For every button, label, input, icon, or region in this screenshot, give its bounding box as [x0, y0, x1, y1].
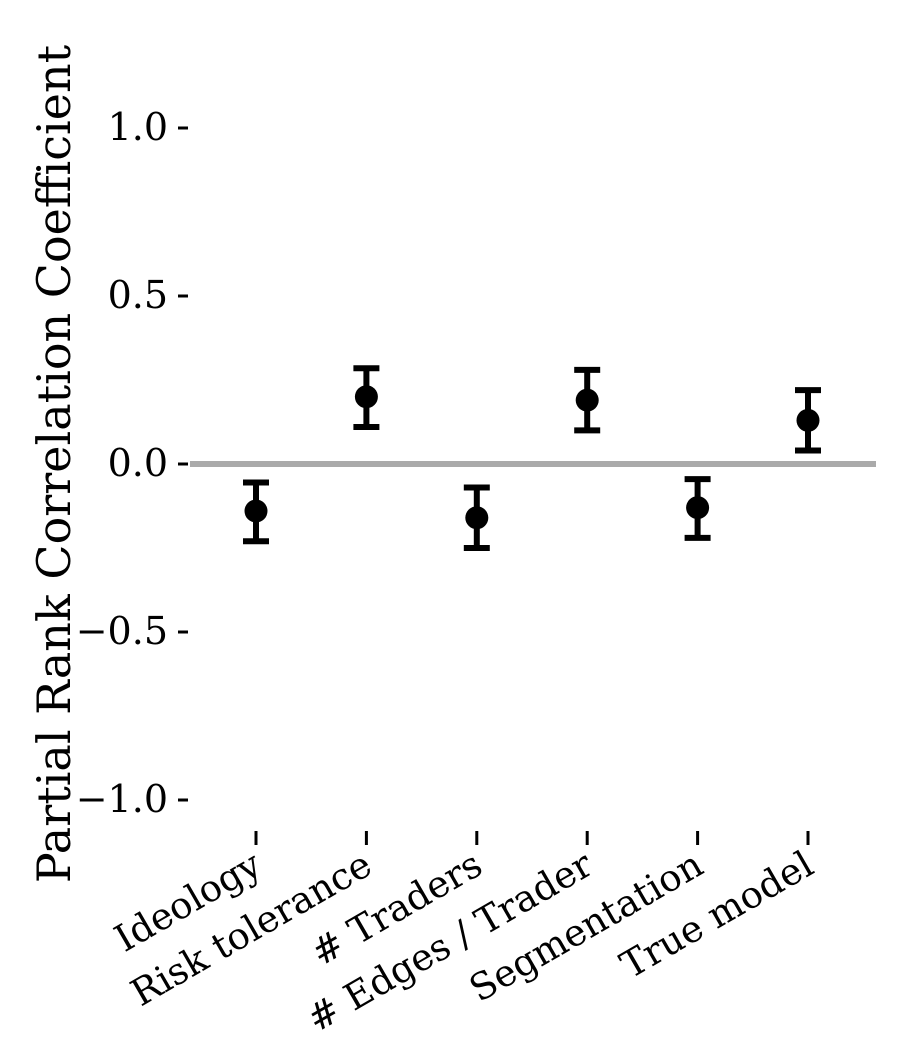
y-tick-label: −0.5: [76, 609, 168, 653]
y-tick-label: 1.0: [108, 105, 168, 149]
y-tick-label: 0.0: [108, 441, 168, 485]
y-axis-label: Partial Rank Correlation Coefficient: [27, 44, 81, 883]
data-point: [244, 499, 268, 523]
data-point: [796, 408, 820, 432]
y-tick-label: 0.5: [108, 273, 168, 317]
data-point: [686, 496, 710, 520]
data-point: [465, 506, 489, 530]
data-point: [575, 388, 599, 412]
y-tick-label: −1.0: [76, 777, 168, 821]
data-point: [354, 385, 378, 409]
